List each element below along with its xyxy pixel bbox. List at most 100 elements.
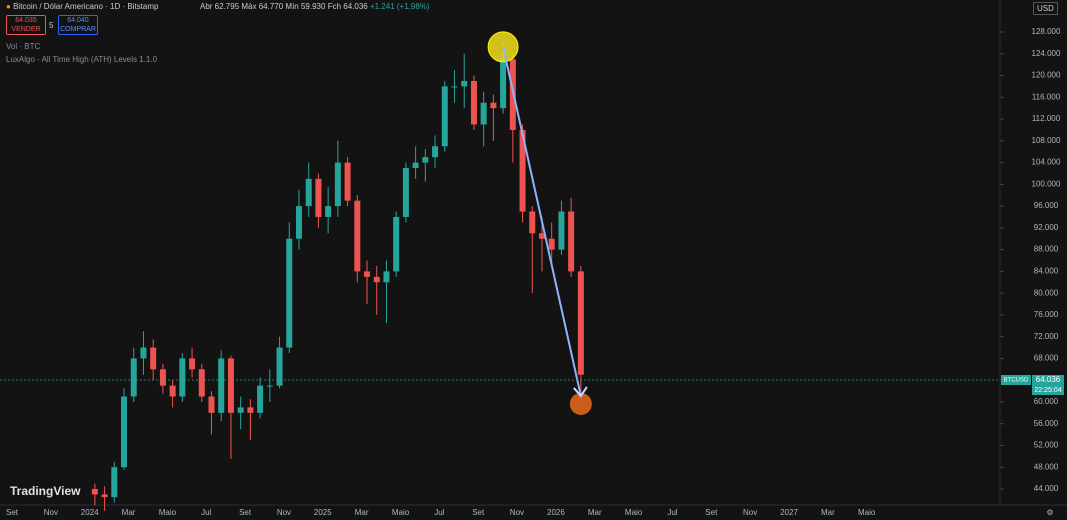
x-tick-label: 2025 xyxy=(314,508,332,517)
drawdown-arrow xyxy=(502,46,582,397)
candle-body xyxy=(295,206,302,239)
candle-body xyxy=(461,80,468,87)
y-tick-label: 88.000 xyxy=(1034,245,1059,254)
x-tick-label: Set xyxy=(239,508,252,517)
candle-body xyxy=(325,206,332,217)
currency[interactable]: USD xyxy=(1033,2,1058,15)
buy-label: COMPRAR xyxy=(60,26,96,33)
x-tick-label: Set xyxy=(705,508,718,517)
candle-body xyxy=(237,407,244,413)
y-tick-label: 108.000 xyxy=(1032,136,1061,145)
candle-body xyxy=(189,358,196,370)
candle-body xyxy=(198,369,205,397)
candle-body xyxy=(227,358,234,413)
candle-body xyxy=(101,494,108,498)
x-tick-label: Maio xyxy=(392,508,410,517)
candle-body xyxy=(548,238,555,250)
x-tick-label: Nov xyxy=(44,508,58,517)
symbol-tag-label: BTCUSD xyxy=(1004,378,1029,384)
candle-body xyxy=(441,86,448,147)
candle-body xyxy=(480,102,487,125)
high: Máx 64.770 xyxy=(241,2,284,11)
price-tag-label: 64.036 xyxy=(1036,375,1061,384)
ath-marker xyxy=(487,31,519,63)
candle-body xyxy=(208,396,215,413)
candle-body xyxy=(140,347,147,359)
x-tick-label: Mar xyxy=(355,508,369,517)
close: Fch 64.036 xyxy=(327,2,368,11)
candle-body xyxy=(451,86,458,88)
settings-icon[interactable]: ⚙ xyxy=(1046,508,1053,517)
price-tag xyxy=(1032,374,1064,395)
y-tick-label: 76.000 xyxy=(1034,310,1059,319)
x-tick-label: Maio xyxy=(625,508,643,517)
x-tick-label: Mar xyxy=(588,508,602,517)
x-tick-label: 2027 xyxy=(780,508,798,517)
y-tick-label: 92.000 xyxy=(1034,223,1059,232)
candle-body xyxy=(529,211,536,234)
candle-body xyxy=(334,162,341,207)
series xyxy=(91,42,584,511)
candle-body xyxy=(402,168,409,217)
candle-body xyxy=(159,369,166,386)
y-tick-label: 96.000 xyxy=(1034,201,1059,210)
x-tick-label: Maio xyxy=(858,508,876,517)
spread: 5 xyxy=(49,21,54,30)
low: Mín 59.930 xyxy=(285,2,326,11)
x-tick-label: Maio xyxy=(159,508,177,517)
candle-body xyxy=(373,276,380,283)
x-tick-label: Mar xyxy=(821,508,835,517)
x-tick-label: Jul xyxy=(201,508,211,517)
x-tick-label: 2024 xyxy=(81,508,99,517)
x-tick-label: Nov xyxy=(277,508,291,517)
countdown: 22:25:04 xyxy=(1034,387,1061,394)
candle-body xyxy=(91,489,98,495)
candle-body xyxy=(257,385,264,413)
change: +1.241 (+1,98%) xyxy=(369,2,430,11)
candle-body xyxy=(179,358,186,397)
buy-button[interactable]: 64.040 COMPRAR xyxy=(58,15,98,35)
candle-body xyxy=(150,347,157,370)
open: Abr 62.795 xyxy=(200,2,240,11)
candle-body xyxy=(130,358,137,397)
candle-body xyxy=(383,271,390,283)
symbol-tag xyxy=(1001,374,1031,385)
sell-button[interactable]: 64.035 VENDER xyxy=(6,15,46,35)
candle-body xyxy=(412,162,419,169)
y-tick-label: 56.000 xyxy=(1034,419,1059,428)
indicator-legend[interactable]: LuxAlgo - All Time High (ATH) Levels 1.1… xyxy=(6,55,158,64)
candle-body xyxy=(577,271,584,375)
y-tick-label: 80.000 xyxy=(1034,288,1059,297)
candle-body xyxy=(247,407,254,413)
candle-body xyxy=(500,59,507,109)
y-tick-label: 100.000 xyxy=(1032,179,1061,188)
candle-body xyxy=(169,385,176,397)
candle-body xyxy=(519,129,526,212)
candle-body xyxy=(432,146,439,158)
candle-body xyxy=(218,358,225,413)
candle-body xyxy=(490,102,497,109)
volume-legend[interactable]: Vol · BTC xyxy=(6,42,41,51)
candle-body xyxy=(276,347,283,386)
arrow-head xyxy=(573,386,588,398)
y-tick-label: 48.000 xyxy=(1034,462,1059,471)
candle-body xyxy=(286,238,293,348)
sell-label: VENDER xyxy=(11,26,41,33)
y-tick-label: 128.000 xyxy=(1032,27,1061,36)
x-tick-label: Jul xyxy=(434,508,444,517)
x-tick-label: Mar xyxy=(122,508,136,517)
y-tick-label: 60.000 xyxy=(1034,397,1059,406)
y-tick-label: 84.000 xyxy=(1034,266,1059,275)
y-tick-label: 112.000 xyxy=(1032,114,1061,123)
candle-body xyxy=(364,271,371,277)
y-tick-label: 120.000 xyxy=(1032,71,1061,80)
candle-body xyxy=(344,162,351,201)
candle-body xyxy=(305,178,312,207)
symbol-title[interactable]: ● Bitcoin / Dólar Americano · 1D · Bitst… xyxy=(6,2,159,11)
y-tick-label: 68.000 xyxy=(1034,354,1059,363)
y-tick-label: 116.000 xyxy=(1032,92,1061,101)
symbol: Bitcoin / Dólar Americano · 1D · Bitstam… xyxy=(13,2,159,11)
x-tick-label: 2026 xyxy=(547,508,565,517)
y-tick-label: 104.000 xyxy=(1032,158,1061,167)
